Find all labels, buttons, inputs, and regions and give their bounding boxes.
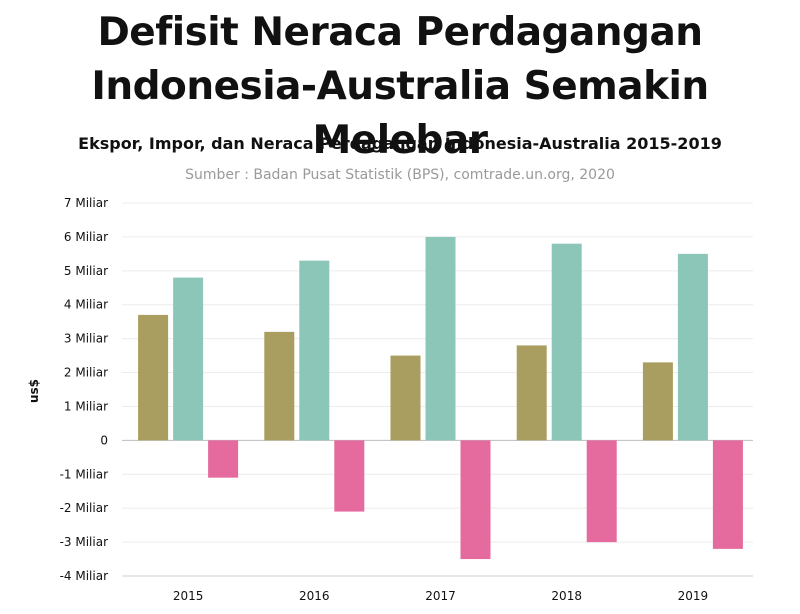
- y-tick-label: 5 Miliar: [64, 264, 108, 278]
- bar-2017-1: [390, 355, 421, 441]
- bar-2018-3: [586, 440, 617, 543]
- y-tick-label: -1 Miliar: [60, 467, 108, 481]
- bar-2015-2: [173, 277, 204, 441]
- y-tick-label: 2 Miliar: [64, 366, 108, 380]
- bar-2016-3: [334, 440, 365, 512]
- y-tick-label: 6 Miliar: [64, 230, 108, 244]
- y-tick-label: -4 Miliar: [60, 569, 108, 583]
- y-axis-label: us$: [27, 379, 41, 403]
- x-tick-label: 2015: [173, 589, 204, 603]
- bar-2015-3: [208, 440, 239, 478]
- chart-source: Sumber : Badan Pusat Statistik (BPS), co…: [185, 167, 615, 183]
- y-tick-label: 1 Miliar: [64, 399, 108, 413]
- bar-2017-2: [425, 236, 456, 441]
- x-tick-label: 2016: [299, 589, 330, 603]
- headline-line-2: Indonesia-Australia Semakin Melebar: [91, 64, 709, 163]
- y-tick-label: 4 Miliar: [64, 298, 108, 312]
- x-tick-label: 2018: [551, 589, 582, 603]
- bars: [138, 236, 743, 560]
- bar-2015-1: [138, 314, 169, 441]
- y-tick-label: 7 Miliar: [64, 196, 108, 210]
- y-tick-label: -2 Miliar: [60, 501, 108, 515]
- bar-2016-2: [299, 260, 330, 441]
- bar-2019-3: [712, 440, 743, 549]
- y-tick-label: -3 Miliar: [60, 535, 108, 549]
- bar-2018-2: [551, 243, 582, 441]
- bar-2016-1: [264, 331, 295, 441]
- axes: 7 Miliar 6 Miliar 5 Miliar 4 Miliar 3 Miliar…: [60, 196, 753, 603]
- y-tick-label: 0: [100, 433, 108, 447]
- x-tick-label: 2017: [425, 589, 456, 603]
- bar-2017-3: [460, 440, 491, 560]
- y-tick-label: 3 Miliar: [64, 332, 108, 346]
- bar-2018-1: [516, 345, 547, 441]
- headline: Defisit Neraca Perdagangan Indonesia-Aus…: [0, 6, 800, 168]
- x-tick-label: 2019: [678, 589, 709, 603]
- bar-2019-2: [677, 253, 708, 441]
- bar-2019-1: [642, 362, 673, 441]
- headline-line-1: Defisit Neraca Perdagangan: [97, 10, 703, 55]
- chart-title: Ekspor, Impor, dan Neraca Perdagangan In…: [78, 134, 722, 153]
